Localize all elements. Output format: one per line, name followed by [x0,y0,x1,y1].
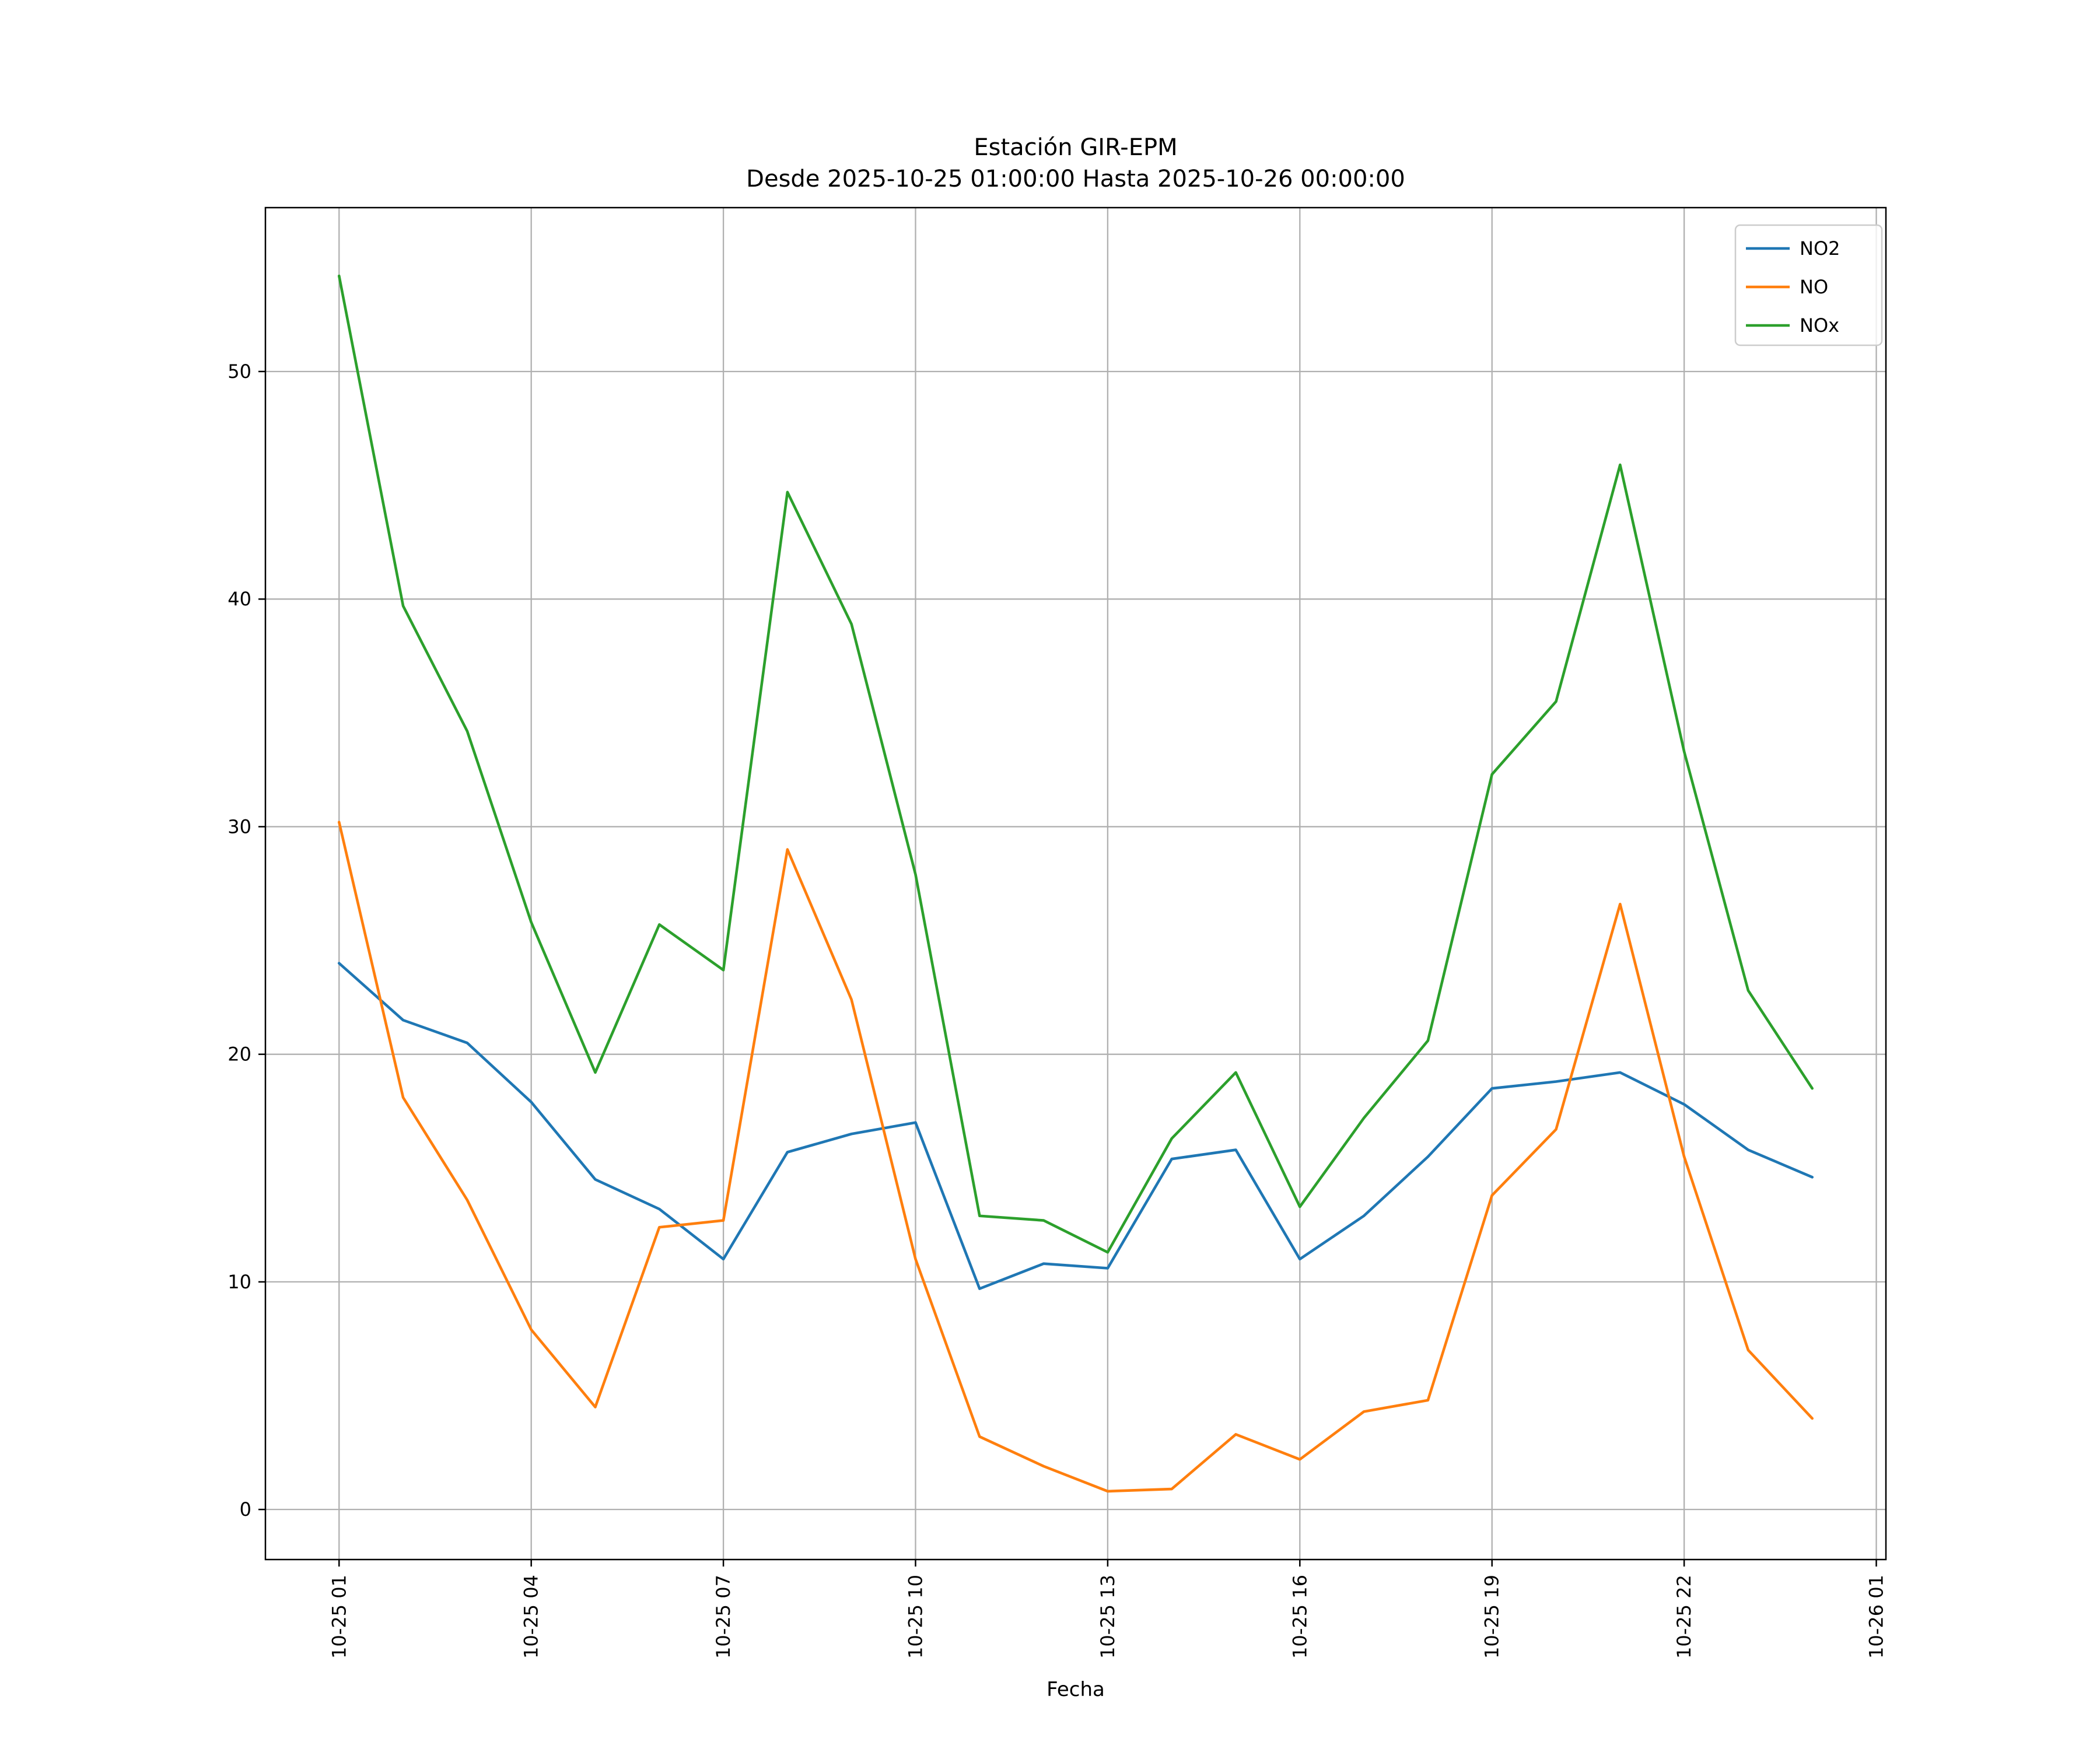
x-tick-label: 10-25 01 [328,1575,350,1659]
x-tick-label: 10-25 22 [1673,1575,1695,1659]
y-tick-label: 50 [228,360,251,383]
x-tick-label: 10-26 01 [1866,1575,1888,1659]
y-tick-label: 30 [228,815,251,838]
legend-label-NO: NO [1800,276,1828,298]
legend-item-NOx: NOx [1746,314,1839,337]
chart-subtitle: Desde 2025-10-25 01:00:00 Hasta 2025-10-… [746,166,1405,192]
axes: 10-25 01 10-25 04 10-25 07 10-25 10 10-25 13… [228,206,1888,1659]
series-NO2-line [337,962,1814,1290]
axes-frame [264,206,1887,1561]
x-tick-label: 10-25 19 [1481,1575,1503,1659]
y-tick-label: 20 [228,1043,251,1066]
x-tick-label: 10-25 16 [1289,1575,1311,1659]
y-tick-label: 10 [228,1271,251,1293]
series-lines [337,274,1814,1493]
y-tick-label: 0 [240,1498,251,1520]
y-tick-label: 40 [228,588,251,610]
legend-item-NO2: NO2 [1746,237,1840,260]
legend-frame [1734,224,1883,346]
x-tick-label: 10-25 10 [904,1575,926,1659]
x-tick-label: 10-25 07 [712,1575,734,1659]
x-axis-label: Fecha [1046,1678,1105,1701]
legend-item-NO: NO [1746,276,1828,298]
legend-label-NO2: NO2 [1800,237,1840,260]
legend: NO2 NO NOx [1734,224,1883,346]
series-NOx-line [337,274,1814,1254]
legend-label-NOx: NOx [1800,314,1839,337]
chart-title: Estación GIR-EPM [974,134,1177,161]
series-NO-line [337,821,1814,1493]
grid [265,208,1886,1560]
x-tick-label: 10-25 04 [520,1575,542,1659]
x-tick-label: 10-25 13 [1097,1575,1119,1659]
